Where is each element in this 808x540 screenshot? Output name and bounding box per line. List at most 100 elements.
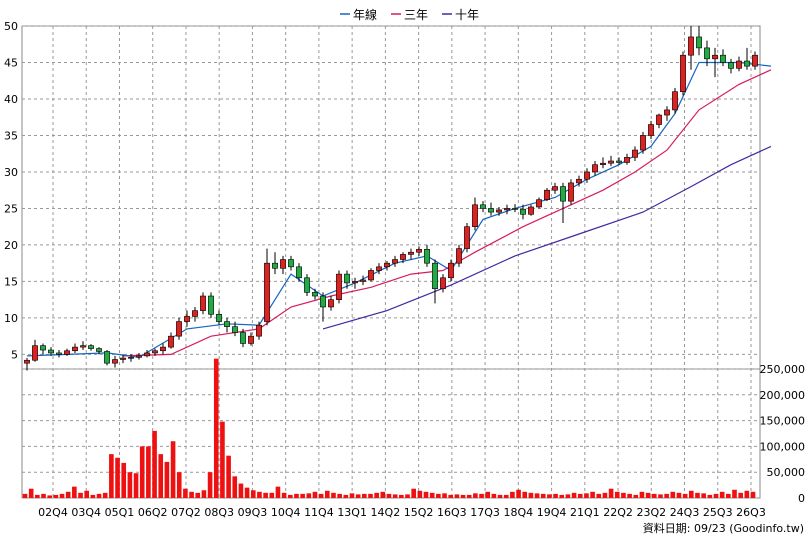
candle xyxy=(24,358,30,371)
candle xyxy=(80,341,86,351)
volume-bar xyxy=(355,494,361,498)
time-tick-label: 13Q1 xyxy=(337,506,367,519)
volume-bar xyxy=(651,493,657,498)
volume-bar xyxy=(121,462,127,498)
legend-entry: 三年 xyxy=(404,8,428,22)
candle xyxy=(528,204,534,216)
candle xyxy=(472,197,478,231)
candle-body xyxy=(704,47,710,60)
candle-body xyxy=(568,182,574,202)
candle-body xyxy=(240,332,246,344)
volume-bar xyxy=(417,490,423,498)
volume-bars xyxy=(22,358,756,498)
time-tick-label: 11Q4 xyxy=(304,506,334,519)
candle xyxy=(400,252,406,264)
volume-bar xyxy=(553,493,558,498)
candle xyxy=(352,277,358,289)
candle-body xyxy=(280,259,286,269)
volume-bar xyxy=(534,493,540,498)
candle-body xyxy=(656,114,662,125)
candle xyxy=(672,88,678,114)
volume-bar xyxy=(590,491,595,498)
candle xyxy=(280,255,286,275)
volume-bar xyxy=(47,495,52,498)
candle-body xyxy=(24,359,30,364)
candle-body xyxy=(432,262,438,290)
candle-body xyxy=(424,249,430,264)
volume-bar xyxy=(232,476,238,498)
volume-bar xyxy=(269,492,275,498)
candle-body xyxy=(400,254,406,260)
volume-bar xyxy=(53,494,59,498)
candle xyxy=(584,168,590,183)
volume-bar xyxy=(115,457,120,498)
price-tick-label: 15 xyxy=(4,275,18,288)
candle xyxy=(336,270,342,304)
candle xyxy=(104,350,110,366)
candle xyxy=(288,255,294,271)
volume-bar xyxy=(676,492,682,498)
candle-body xyxy=(352,281,358,284)
volume-bar xyxy=(473,493,478,498)
candle-body xyxy=(592,164,598,173)
volume-bar xyxy=(257,491,262,498)
candle xyxy=(432,259,438,304)
price-tick-label: 45 xyxy=(4,56,18,69)
volume-bar xyxy=(78,492,83,498)
volume-bar xyxy=(503,494,509,498)
candle-body xyxy=(632,149,638,158)
candle xyxy=(392,255,398,267)
legend-entry: 年線 xyxy=(353,7,377,22)
candle-body xyxy=(144,352,150,357)
volume-bar xyxy=(719,491,725,498)
time-tick-label: 26Q3 xyxy=(736,506,766,519)
time-tick-label: 16Q3 xyxy=(437,506,467,519)
candle xyxy=(512,204,518,213)
volume-tick-label: 250,000 xyxy=(760,363,806,376)
time-tick-label: 24Q3 xyxy=(670,506,700,519)
candle-body xyxy=(136,355,142,358)
price-tick-label: 20 xyxy=(4,239,18,252)
candle-body xyxy=(616,160,622,163)
time-tick-label: 21Q1 xyxy=(570,506,600,519)
candle-body xyxy=(392,259,398,264)
volume-bar xyxy=(226,455,231,498)
candle-body xyxy=(584,171,590,180)
candle-body xyxy=(128,357,134,359)
time-tick-label: 23Q2 xyxy=(636,506,666,519)
volume-bar xyxy=(559,494,565,498)
volume-bar xyxy=(380,491,386,498)
volume-bar xyxy=(127,472,133,498)
volume-bar xyxy=(547,494,552,498)
candle-body xyxy=(192,310,198,317)
candle xyxy=(744,47,750,70)
candle xyxy=(128,354,134,362)
candle-body xyxy=(336,273,342,300)
volume-bar xyxy=(109,454,114,498)
chart-legend: 年線 三年 十年 xyxy=(340,7,479,22)
volume-bar xyxy=(96,493,102,498)
candle-body xyxy=(248,335,254,344)
candle-body xyxy=(728,62,734,69)
candle-body xyxy=(512,208,518,210)
candle xyxy=(600,157,606,169)
volume-bar xyxy=(349,493,355,498)
candle-body xyxy=(56,352,62,355)
volume-bar xyxy=(386,493,392,498)
candle xyxy=(208,292,214,318)
volume-bar xyxy=(28,488,34,498)
volume-bar xyxy=(411,488,416,498)
candle xyxy=(496,206,502,216)
candle xyxy=(320,292,326,322)
candle-body xyxy=(560,186,566,202)
candlesticks xyxy=(24,26,758,371)
candle-body xyxy=(360,279,366,282)
volume-bar xyxy=(201,490,207,498)
candle xyxy=(560,182,566,224)
candle xyxy=(464,223,470,253)
volume-bar xyxy=(726,493,731,498)
candle-body xyxy=(256,324,262,337)
candle-body xyxy=(120,357,126,360)
volume-bar xyxy=(707,494,713,498)
candle-body xyxy=(344,273,350,284)
